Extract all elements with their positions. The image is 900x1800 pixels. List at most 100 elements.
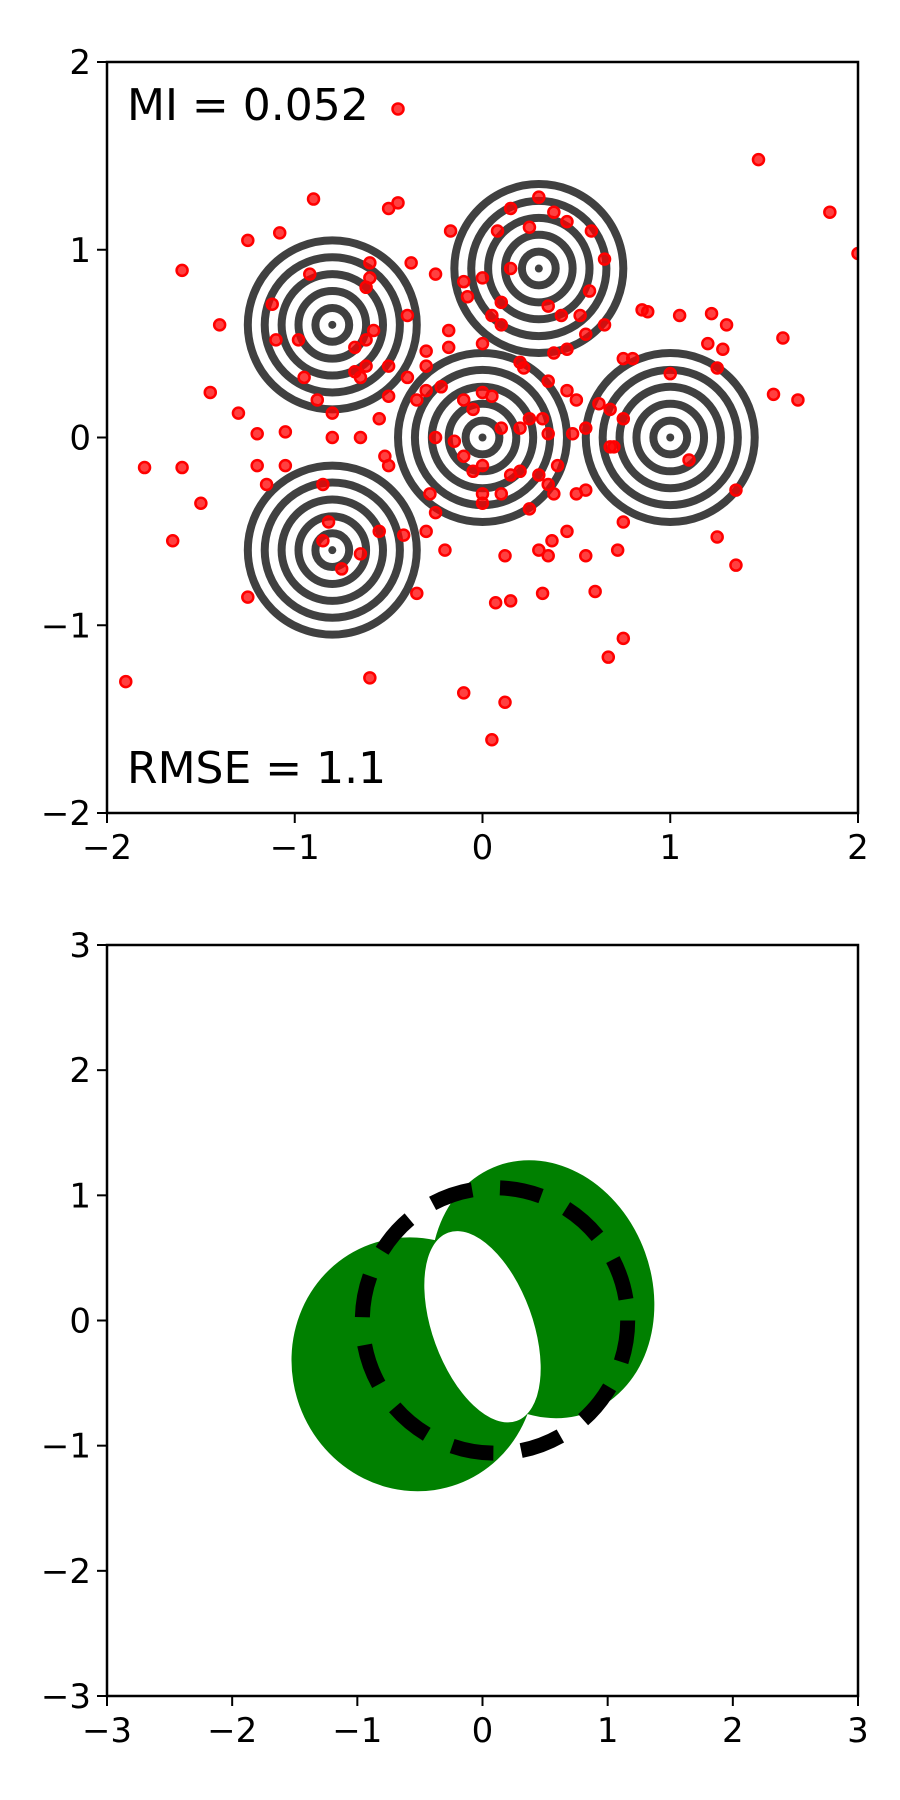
y-tick-label: −2 xyxy=(41,1552,91,1592)
scatter-point xyxy=(441,323,456,338)
scatter-point xyxy=(321,515,336,529)
bottom-axis-ticks: −3 −2 −1 0 1 2 3 −3 −2 −1 0 1 2 3 xyxy=(41,926,869,1751)
scatter-point xyxy=(381,458,396,473)
scatter-point xyxy=(776,331,790,345)
y-tick-label: −3 xyxy=(41,1677,91,1717)
scatter-point xyxy=(640,304,655,319)
scatter-point xyxy=(175,263,189,278)
scatter-point xyxy=(381,359,396,373)
scatter-point xyxy=(494,318,509,332)
scatter-point xyxy=(325,430,340,445)
scatter-point xyxy=(490,224,505,238)
scatter-point xyxy=(503,201,518,216)
contour-center xyxy=(666,433,675,442)
scatter-point xyxy=(194,496,208,510)
contour-line xyxy=(277,495,387,605)
scatter-point xyxy=(560,214,574,229)
scatter-point xyxy=(579,549,593,563)
scatter-point xyxy=(541,299,555,313)
x-tick-label: −1 xyxy=(332,1711,382,1751)
scatter-point xyxy=(710,530,724,544)
y-tick-label: −2 xyxy=(41,794,91,834)
scatter-point xyxy=(410,586,424,601)
scatter-point xyxy=(532,543,546,557)
contour-line xyxy=(615,382,725,493)
scatter-point xyxy=(212,318,227,332)
contour-line xyxy=(581,349,759,526)
scatter-point xyxy=(485,389,499,403)
scatter-point xyxy=(278,458,293,473)
scatter-point xyxy=(475,458,490,473)
contour-line xyxy=(484,213,594,324)
contour-center xyxy=(534,264,543,273)
scatter-point xyxy=(419,359,433,373)
scatter-point xyxy=(265,297,279,311)
scatter-point xyxy=(259,477,274,492)
x-tick-label: 0 xyxy=(472,1711,494,1751)
scatter-point xyxy=(306,192,321,206)
scatter-point xyxy=(423,487,437,501)
scatter-point xyxy=(297,370,311,385)
y-tick-label: 0 xyxy=(69,419,91,459)
scatter-point xyxy=(419,344,433,358)
scatter-point xyxy=(513,421,527,435)
scatter-point xyxy=(316,477,330,492)
scatter-point xyxy=(175,460,189,475)
scatter-point xyxy=(582,284,597,298)
scatter-point xyxy=(231,406,246,420)
x-tick-label: 1 xyxy=(659,828,681,868)
scatter-point xyxy=(791,393,805,407)
rmse-annotation: RMSE = 1.1 xyxy=(127,743,386,794)
scatter-point xyxy=(456,449,471,464)
scatter-point xyxy=(278,425,293,439)
scatter-point xyxy=(372,524,386,539)
scatter-point xyxy=(588,584,602,599)
scatter-point xyxy=(456,686,471,700)
contour-line xyxy=(450,180,628,358)
x-tick-label: 0 xyxy=(472,828,494,868)
scatter-point xyxy=(710,361,724,375)
scatter-point xyxy=(517,361,531,375)
scatter-point xyxy=(554,308,569,323)
scatter-point xyxy=(550,458,565,473)
scatter-point xyxy=(663,366,677,381)
scatter-point xyxy=(569,393,584,407)
contour-line xyxy=(311,529,354,572)
top-scatter-points xyxy=(119,102,858,747)
scatter-point xyxy=(460,289,475,304)
scatter-point xyxy=(475,336,490,351)
scatter-point xyxy=(400,370,415,385)
dashed-circle xyxy=(354,1180,636,1461)
scatter-point xyxy=(391,102,405,116)
scatter-point xyxy=(579,327,593,341)
scatter-point xyxy=(325,406,340,420)
scatter-point xyxy=(751,152,766,167)
y-tick-label: 2 xyxy=(69,43,91,83)
contour-line xyxy=(649,416,692,459)
scatter-point xyxy=(334,562,349,576)
scatter-point xyxy=(488,595,503,610)
scatter-point xyxy=(704,306,719,321)
scatter-point xyxy=(410,393,424,407)
y-tick-label: 3 xyxy=(69,926,91,966)
scatter-point xyxy=(456,393,471,407)
x-tick-label: 1 xyxy=(597,1711,619,1751)
scatter-point xyxy=(419,383,433,398)
scatter-point xyxy=(579,421,593,435)
y-tick-label: 1 xyxy=(69,231,91,271)
x-tick-label: −1 xyxy=(270,828,320,868)
scatter-point xyxy=(494,487,509,501)
scatter-point xyxy=(597,318,612,332)
scatter-point xyxy=(541,426,555,441)
scatter-point xyxy=(541,549,555,563)
scatter-point xyxy=(498,549,512,563)
bottom-panel: −3 −2 −1 0 1 2 3 −3 −2 −1 0 1 2 3 xyxy=(41,926,869,1751)
scatter-point xyxy=(513,464,527,479)
scatter-point xyxy=(494,421,509,435)
ring-hole xyxy=(424,1231,541,1423)
scatter-point xyxy=(272,226,287,240)
scatter-point xyxy=(291,333,306,347)
scatter-point xyxy=(625,351,640,366)
scatter-point xyxy=(616,631,631,646)
mi-annotation: MI = 0.052 xyxy=(127,80,369,131)
